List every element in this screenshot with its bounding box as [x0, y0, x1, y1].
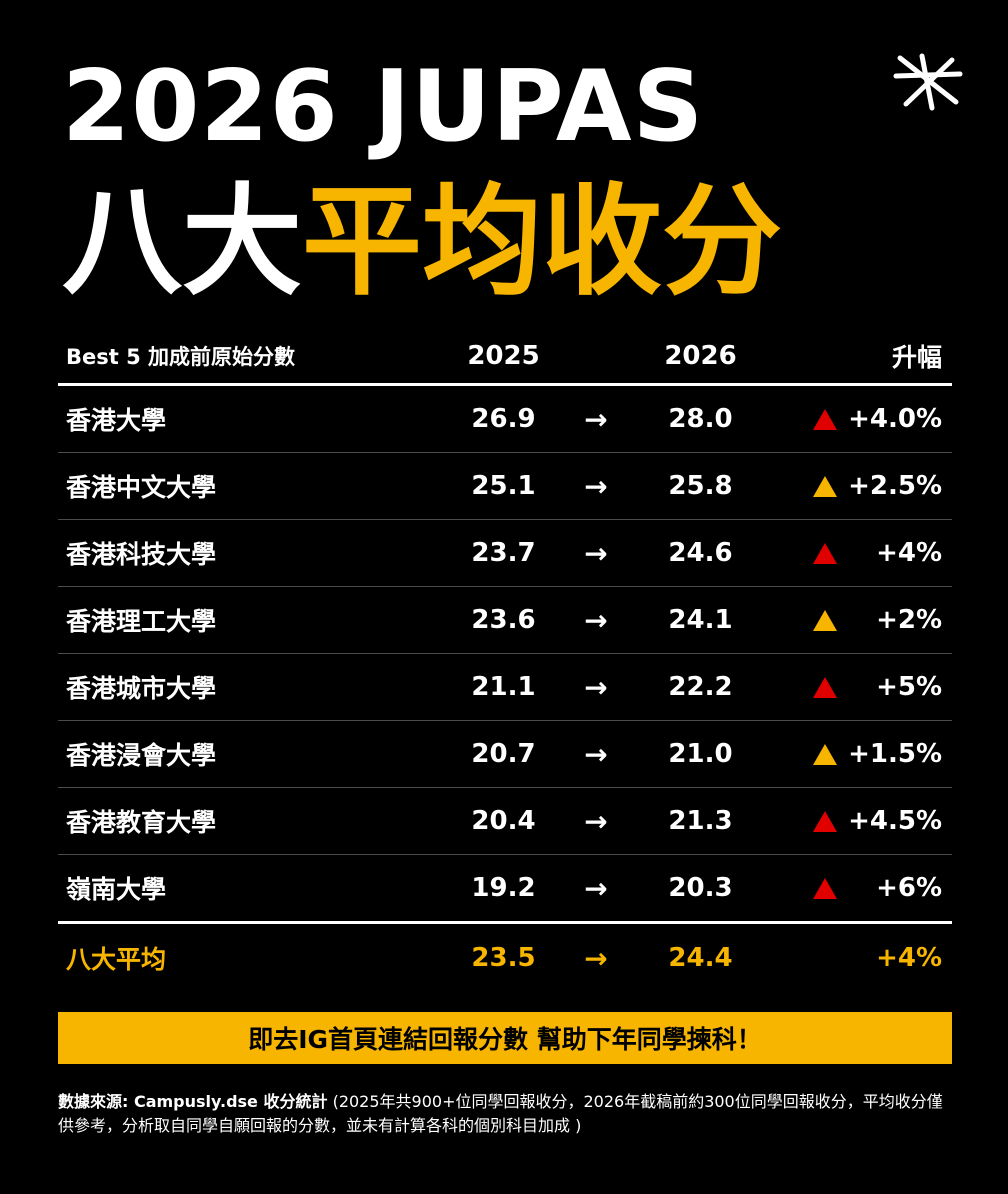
triangle-up-icon-shape: [813, 408, 837, 430]
university-name: 香港大學: [66, 406, 167, 435]
triangle-up-icon-shape: [813, 609, 837, 631]
score-2025: 26.9: [471, 404, 536, 434]
header-2025: 2025: [467, 340, 540, 371]
score-2025: 23.6: [471, 605, 536, 635]
triangle-up-icon: [808, 654, 842, 720]
change-percent: +1.5%: [848, 739, 942, 769]
subtitle-white-part: 八大: [62, 173, 302, 312]
change-percent: +2.5%: [848, 471, 942, 501]
table-row: 香港浸會大學 20.7 → 21.0 +1.5%: [58, 721, 952, 788]
university-name: 香港城市大學: [66, 674, 217, 703]
score-2026: 28.0: [668, 404, 733, 434]
change-percent: +5%: [876, 672, 942, 702]
average-name: 八大平均: [66, 945, 167, 974]
arrow-right-icon: →: [584, 469, 608, 503]
triangle-up-icon: [808, 386, 842, 452]
triangle-up-icon: [808, 587, 842, 653]
university-name: 香港理工大學: [66, 607, 217, 636]
score-2025: 21.1: [471, 672, 536, 702]
arrow-right-icon: →: [584, 941, 608, 975]
page-subtitle: 八大平均收分: [62, 178, 782, 308]
source-note: 數據來源: Campusly.dse 收分統計 (2025年共900+位同學回報…: [58, 1090, 952, 1138]
arrow-right-icon: →: [584, 737, 608, 771]
table-row: 香港城市大學 21.1 → 22.2 +5%: [58, 654, 952, 721]
arrow-right-icon: →: [584, 603, 608, 637]
score-2026: 25.8: [668, 471, 733, 501]
university-name: 香港浸會大學: [66, 741, 217, 770]
average-row: 八大平均 23.5 → 24.4 +4%: [58, 921, 952, 992]
average-2025: 23.5: [471, 943, 536, 973]
triangle-up-icon: [808, 855, 842, 921]
table-row: 香港大學 26.9 → 28.0 +4.0%: [58, 386, 952, 453]
university-name: 嶺南大學: [66, 875, 167, 904]
cta-banner: 即去IG首頁連結回報分數 幫助下年同學揀科！: [58, 1012, 952, 1064]
source-text: (2025年共900+位同學回報收分，2026年截稿前約300位同學回報收分，平…: [58, 1092, 943, 1135]
score-2026: 24.6: [668, 538, 733, 568]
score-2025: 25.1: [471, 471, 536, 501]
table-row: 香港理工大學 23.6 → 24.1 +2%: [58, 587, 952, 654]
triangle-up-icon-shape: [813, 877, 837, 899]
score-table: Best 5 加成前原始分數 2025 2026 升幅 香港大學 26.9 → 28.…: [58, 328, 952, 992]
triangle-up-icon: [808, 453, 842, 519]
triangle-up-icon: [808, 520, 842, 586]
table-row: 嶺南大學 19.2 → 20.3 +6%: [58, 855, 952, 921]
change-percent: +6%: [876, 873, 942, 903]
change-percent: +4.0%: [848, 404, 942, 434]
university-name: 香港教育大學: [66, 808, 217, 837]
change-percent: +4%: [876, 538, 942, 568]
average-2026: 24.4: [668, 943, 733, 973]
triangle-up-icon-shape: [813, 475, 837, 497]
change-percent: +4.5%: [848, 806, 942, 836]
arrow-right-icon: →: [584, 536, 608, 570]
change-percent: +2%: [876, 605, 942, 635]
score-2026: 24.1: [668, 605, 733, 635]
triangle-up-icon-shape: [813, 676, 837, 698]
score-2026: 20.3: [668, 873, 733, 903]
header-change: 升幅: [891, 342, 942, 372]
triangle-up-icon-shape: [813, 810, 837, 832]
table-row: 香港科技大學 23.7 → 24.6 +4%: [58, 520, 952, 587]
score-2025: 19.2: [471, 873, 536, 903]
subtitle-highlight-part: 平均收分: [302, 173, 782, 312]
table-row: 香港中文大學 25.1 → 25.8 +2.5%: [58, 453, 952, 520]
score-2025: 20.4: [471, 806, 536, 836]
score-2026: 21.3: [668, 806, 733, 836]
header-name: Best 5 加成前原始分數: [66, 344, 296, 369]
triangle-up-icon-shape: [813, 542, 837, 564]
triangle-up-icon: [808, 788, 842, 854]
average-change: +4%: [876, 943, 942, 973]
arrow-right-icon: →: [584, 804, 608, 838]
score-2026: 21.0: [668, 739, 733, 769]
score-2026: 22.2: [668, 672, 733, 702]
triangle-up-icon: [808, 721, 842, 787]
score-2025: 23.7: [471, 538, 536, 568]
arrow-right-icon: →: [584, 670, 608, 704]
brand-logo-icon: [893, 53, 963, 111]
arrow-right-icon: →: [584, 871, 608, 905]
triangle-up-icon-shape: [813, 743, 837, 765]
university-name: 香港中文大學: [66, 473, 217, 502]
arrow-right-icon: →: [584, 402, 608, 436]
header-2026: 2026: [664, 340, 737, 371]
source-label: 數據來源: Campusly.dse 收分統計: [58, 1092, 328, 1111]
table-row: 香港教育大學 20.4 → 21.3 +4.5%: [58, 788, 952, 855]
table-header: Best 5 加成前原始分數 2025 2026 升幅: [58, 328, 952, 386]
score-2025: 20.7: [471, 739, 536, 769]
university-name: 香港科技大學: [66, 540, 217, 569]
table-body: 香港大學 26.9 → 28.0 +4.0% 香港中文大學 25.1 → 25.8 +2.5% 香港…: [58, 386, 952, 921]
page-title: 2026 JUPAS: [62, 50, 705, 164]
